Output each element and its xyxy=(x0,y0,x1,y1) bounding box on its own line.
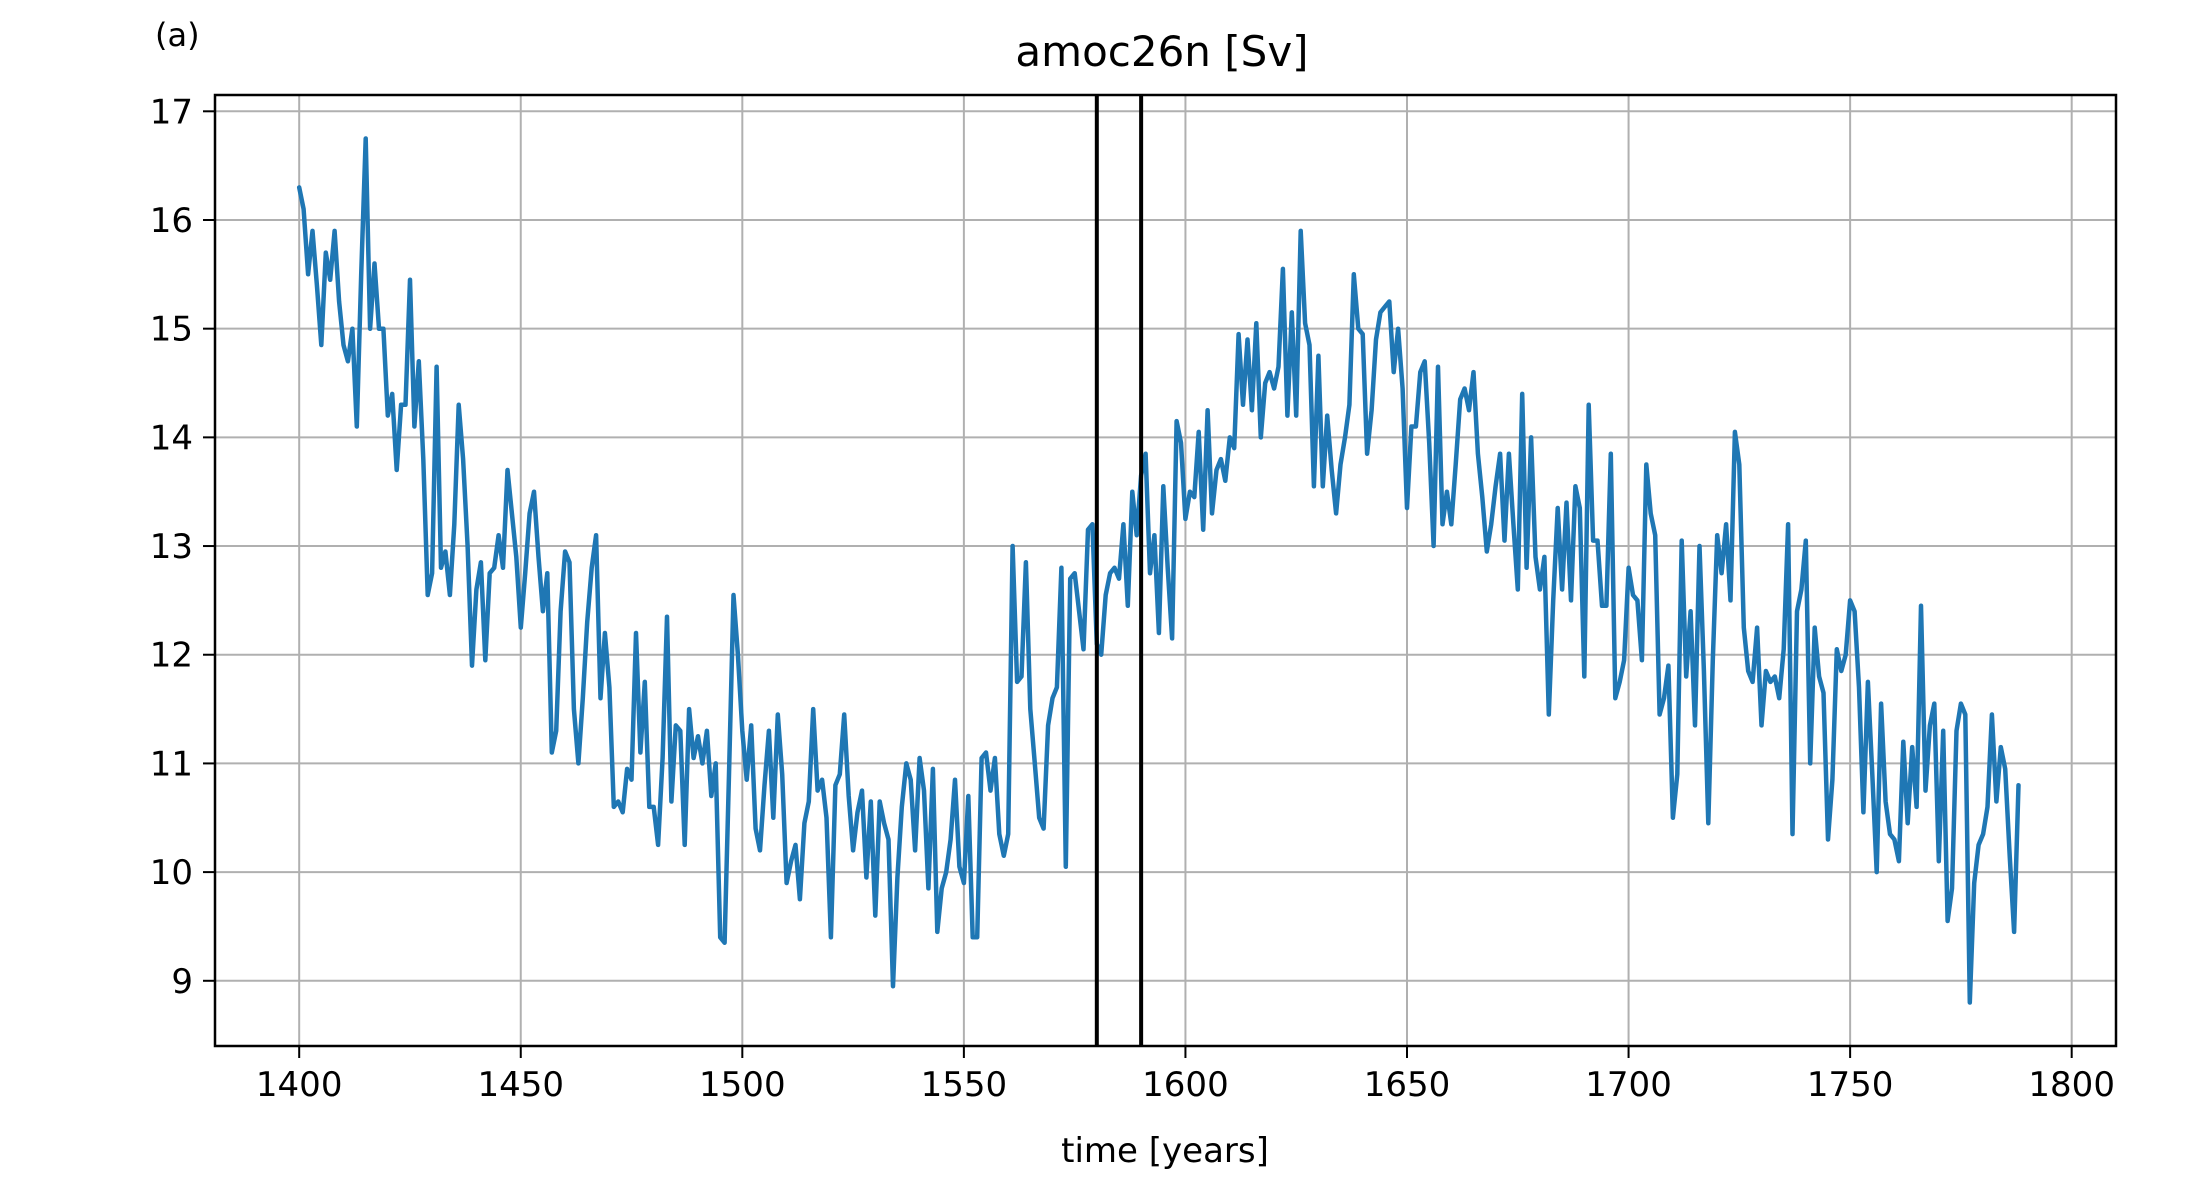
x-tick-label: 1550 xyxy=(921,1065,1008,1105)
y-tick-label: 16 xyxy=(150,201,193,241)
x-tick-label: 1600 xyxy=(1142,1065,1229,1105)
panel-label: (a) xyxy=(155,16,200,54)
x-axis-label: time [years] xyxy=(1061,1131,1269,1171)
y-tick-label: 10 xyxy=(150,853,193,893)
y-tick-label: 9 xyxy=(171,962,193,1002)
axes-frame xyxy=(213,93,2118,1048)
y-tick-label: 14 xyxy=(150,418,193,458)
x-tick-label: 1700 xyxy=(1585,1065,1672,1105)
y-tick-label: 17 xyxy=(150,92,193,132)
x-tick-label: 1800 xyxy=(2028,1065,2115,1105)
series-line-amoc26n xyxy=(296,136,2021,1005)
axis-ticks: 1400 1450 1500 1550 1600 1650 1700 1750 1800 9 10 1… xyxy=(150,92,2115,1105)
y-tick-label: 13 xyxy=(150,527,193,567)
y-tick-label: 12 xyxy=(150,636,193,676)
y-tick-label: 11 xyxy=(150,744,193,784)
x-tick-label: 1650 xyxy=(1364,1065,1451,1105)
y-tick-label: 15 xyxy=(150,310,193,350)
x-tick-label: 1750 xyxy=(1807,1065,1894,1105)
plot-area xyxy=(296,95,2021,1046)
x-tick-label: 1450 xyxy=(477,1065,564,1105)
vertical-markers xyxy=(1094,95,1144,1046)
chart-title: amoc26n [Sv] xyxy=(1015,27,1308,76)
x-tick-label: 1400 xyxy=(256,1065,343,1105)
x-tick-label: 1500 xyxy=(699,1065,786,1105)
